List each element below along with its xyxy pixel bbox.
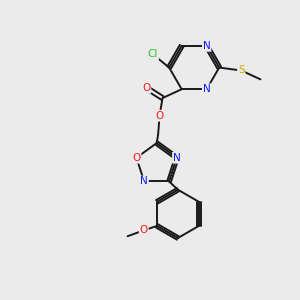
Text: O: O — [155, 111, 164, 121]
Text: O: O — [132, 153, 141, 163]
Text: Cl: Cl — [148, 49, 158, 59]
Text: N: N — [203, 41, 211, 51]
Text: S: S — [238, 65, 244, 76]
Text: N: N — [173, 153, 181, 163]
Text: N: N — [203, 84, 211, 94]
Text: N: N — [140, 176, 148, 187]
Text: O: O — [142, 83, 150, 93]
Text: O: O — [140, 225, 148, 235]
